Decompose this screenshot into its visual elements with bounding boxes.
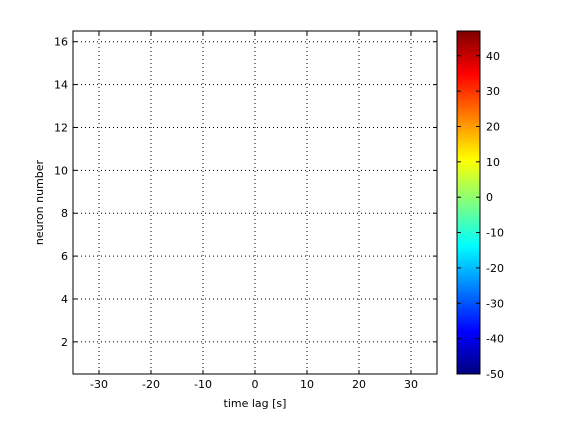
colorbar-tick-label: 10 xyxy=(486,156,500,169)
colorbar-tick-label: -30 xyxy=(486,297,504,310)
x-tick-label: 30 xyxy=(404,378,418,391)
plot-frame xyxy=(72,30,438,375)
colorbar-tick-label: -10 xyxy=(486,227,504,240)
colorbar-tick-label: 0 xyxy=(486,191,493,204)
colorbar-tick-label: -50 xyxy=(486,368,504,381)
colorbar-tick-label: 20 xyxy=(486,120,500,133)
plot-grid xyxy=(73,31,437,374)
x-tick-label: 20 xyxy=(352,378,366,391)
y-tick-label: 6 xyxy=(61,250,68,263)
colorbar-tick-label: 40 xyxy=(486,50,500,63)
y-tick-label: 10 xyxy=(54,164,68,177)
y-axis-ticks: 2 4 6 8 10 12 14 16 xyxy=(54,36,437,349)
y-tick-label: 12 xyxy=(54,121,68,134)
colorbar-tick-label: -20 xyxy=(486,262,504,275)
y-tick-label: 14 xyxy=(54,79,68,92)
colorbar xyxy=(456,30,481,375)
x-tick-label: -10 xyxy=(194,378,212,391)
colorbar-ticks: -50 -40 -30 -20 -10 0 10 20 30 40 xyxy=(457,50,504,381)
x-tick-label: 10 xyxy=(300,378,314,391)
colorbar-tick-label: 30 xyxy=(486,85,500,98)
x-tick-label: -30 xyxy=(90,378,108,391)
x-axis-label: time lag [s] xyxy=(224,397,287,410)
y-tick-label: 8 xyxy=(61,207,68,220)
y-axis-label: neuron number xyxy=(33,159,46,245)
colorbar-tick-label: -40 xyxy=(486,333,504,346)
y-tick-label: 16 xyxy=(54,36,68,49)
x-axis-ticks: -30 -20 -10 0 10 20 30 xyxy=(90,31,418,391)
x-tick-label: 0 xyxy=(252,378,259,391)
x-tick-label: -20 xyxy=(142,378,160,391)
y-tick-label: 4 xyxy=(61,293,68,306)
y-tick-label: 2 xyxy=(61,336,68,349)
